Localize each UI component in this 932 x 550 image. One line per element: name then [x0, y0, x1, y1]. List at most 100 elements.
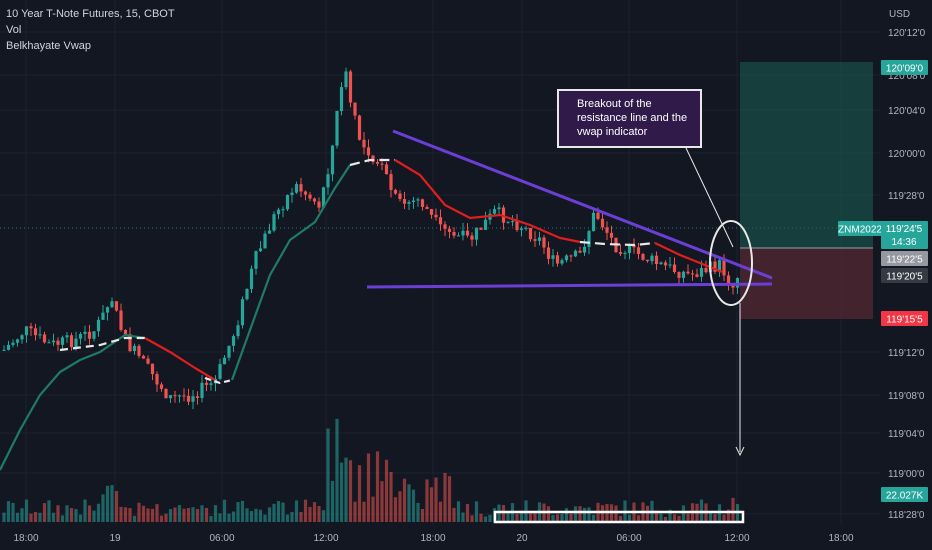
time-tick-label: 18:00 — [828, 533, 853, 544]
candle-body — [78, 333, 83, 339]
candle-body — [587, 231, 591, 247]
candle-body — [227, 345, 231, 358]
volume-bar — [353, 501, 357, 522]
candle-body — [267, 230, 272, 234]
entry-price-label-bg — [881, 251, 928, 266]
candle-body — [92, 331, 96, 339]
candle-body — [497, 207, 501, 210]
candle-body — [389, 174, 393, 190]
volume-bar — [402, 478, 407, 522]
candle-body — [582, 246, 587, 253]
volume-bar — [483, 516, 488, 522]
candle-body — [654, 255, 659, 265]
volume-bar — [87, 505, 92, 522]
candle-body — [569, 255, 573, 257]
candle-body — [551, 255, 555, 259]
target-arrow-head — [735, 446, 745, 457]
volume-bar — [60, 515, 65, 522]
volume-bar — [456, 501, 461, 522]
volume-bar — [443, 472, 447, 522]
volume-bar — [600, 505, 605, 522]
candle-body — [312, 198, 317, 202]
candle-body — [344, 71, 348, 88]
volume-bar — [434, 477, 438, 522]
legend-indicator[interactable]: Belkhayate Vwap — [6, 40, 91, 52]
volume-bar — [110, 485, 114, 522]
candle-body — [699, 268, 704, 277]
candle-body — [6, 344, 11, 350]
ticker-label: ZNM2022 — [838, 221, 882, 236]
candle-body — [263, 233, 267, 249]
volume-bar — [326, 428, 330, 522]
candle-body — [96, 319, 101, 332]
volume-bar — [20, 508, 24, 522]
vwap-segment-flat — [204, 376, 233, 385]
candle-body — [623, 253, 627, 255]
volume-bar — [474, 501, 479, 522]
volume-bar — [231, 511, 236, 522]
volume-bar — [681, 505, 686, 522]
candle-body — [299, 184, 303, 192]
volume-bar — [65, 505, 69, 522]
volume-bar — [123, 507, 128, 522]
entry-price-label: 119'22'5 — [881, 251, 928, 266]
candle-body — [479, 227, 483, 230]
candle-body — [605, 227, 609, 233]
volume-bar — [6, 501, 11, 522]
candle-body — [533, 239, 537, 241]
volume-bar — [411, 489, 416, 522]
candle-body — [74, 338, 78, 348]
volume-bar — [200, 505, 204, 522]
volume-bar — [222, 499, 227, 522]
candle-body — [524, 227, 528, 229]
candle-body — [452, 231, 456, 236]
volume-bar — [731, 497, 735, 522]
volume-bar — [83, 499, 87, 522]
volume-bar — [114, 491, 119, 522]
volume-bar — [186, 508, 191, 522]
time-tick-label: 19 — [109, 533, 121, 544]
price-tick-label: 119'00'0 — [888, 469, 925, 480]
vwap-segment-flat — [349, 158, 395, 167]
candle-body — [42, 334, 47, 343]
volume-bar — [285, 514, 290, 522]
legend-volume[interactable]: Vol — [6, 24, 22, 36]
volume-bar — [240, 500, 245, 522]
stop-price-label: 119'15'5 — [881, 311, 928, 326]
volume-bar — [578, 506, 582, 522]
candle-body — [339, 87, 344, 111]
candle-body — [155, 374, 159, 385]
volume-bar — [636, 515, 641, 522]
volume-bar — [488, 514, 492, 522]
volume-bar — [281, 502, 285, 522]
candle-body — [317, 201, 321, 208]
candle-body — [258, 248, 263, 252]
volume-bar — [371, 496, 375, 522]
vwap-segment-anchor — [230, 164, 351, 381]
volume-bar — [506, 511, 510, 522]
candle-body — [578, 250, 582, 253]
volume-bar — [56, 505, 60, 522]
legend-symbol[interactable]: 10 Year T-Note Futures, 15, CBOT — [6, 8, 175, 20]
candle-body — [128, 334, 132, 352]
volume-bar — [182, 508, 186, 522]
candle-body — [632, 245, 636, 248]
candle-body — [83, 331, 87, 334]
price-tick-label: 118'28'0 — [888, 510, 925, 521]
candle-body — [33, 328, 38, 336]
candle-body — [690, 273, 695, 275]
candle-body — [636, 247, 641, 254]
candle-body — [56, 340, 60, 345]
volume-bar — [299, 512, 303, 522]
volume-bar — [150, 508, 155, 522]
volume-bar — [191, 507, 195, 522]
candle-body — [357, 115, 362, 140]
volume-bar — [479, 513, 483, 522]
countdown-text: 14:36 — [891, 237, 916, 248]
volume-bar — [317, 506, 321, 522]
resistance-trendline — [392, 129, 773, 280]
candle-body — [528, 227, 533, 240]
volume-bar — [497, 504, 501, 522]
chart-legend: 10 Year T-Note Futures, 15, CBOT Vol Bel… — [6, 6, 175, 54]
